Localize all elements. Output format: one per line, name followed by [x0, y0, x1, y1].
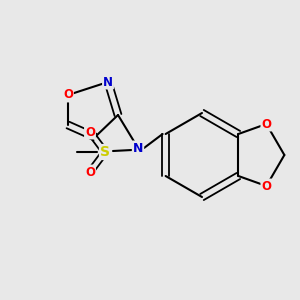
Text: S: S: [100, 145, 110, 159]
Text: O: O: [63, 88, 73, 101]
Text: O: O: [261, 179, 272, 193]
Text: N: N: [133, 142, 143, 154]
Text: N: N: [103, 76, 113, 88]
Text: O: O: [261, 118, 272, 130]
Text: O: O: [85, 166, 95, 178]
Text: O: O: [85, 125, 95, 139]
